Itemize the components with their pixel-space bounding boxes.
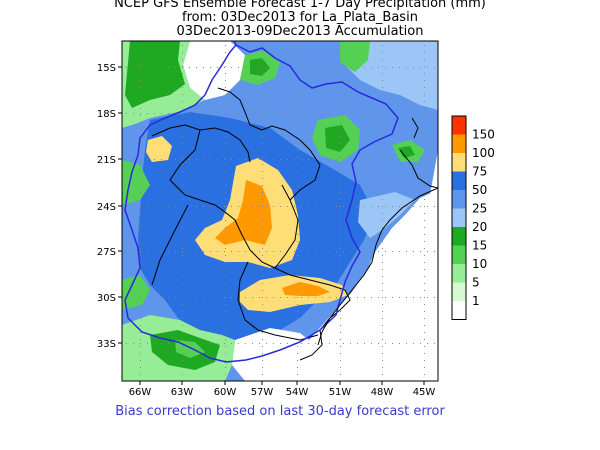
lat-tick-label: 24S — [97, 202, 116, 213]
bias-correction-note: Bias correction based on last 30-day for… — [115, 404, 445, 419]
precipitation-field — [122, 41, 438, 381]
legend-label: 1 — [472, 294, 480, 308]
map-frame — [121, 40, 439, 382]
lon-tick-label: 66W — [129, 387, 152, 398]
green-band-southwest — [122, 275, 150, 310]
coastline — [317, 117, 438, 346]
legend-swatch-below — [452, 301, 466, 320]
legend-label: 10 — [472, 257, 487, 271]
green-patch-east-1-core — [325, 125, 350, 152]
lon-tick-label: 57W — [251, 387, 274, 398]
field-75mm-west — [146, 136, 172, 162]
longitude-axis: 66W 63W 60W 57W 54W 51W 48W 45W — [129, 381, 436, 398]
lat-tick-label: 30S — [97, 293, 116, 304]
legend-swatch — [452, 227, 466, 246]
green-band-ne — [340, 41, 370, 72]
latitude-axis: 15S 18S 21S 24S 27S 30S 33S — [97, 63, 122, 350]
lat-tick-label: 21S — [97, 155, 116, 166]
legend-swatch — [452, 264, 466, 283]
legend-swatch — [452, 208, 466, 227]
legend-swatch — [452, 282, 466, 301]
graticule-dots — [126, 45, 435, 375]
legend-label: 15 — [472, 239, 487, 253]
legend-label: 50 — [472, 183, 487, 197]
lat-tick-label: 27S — [97, 247, 116, 258]
dry-region-east — [330, 150, 438, 381]
basin-outline — [124, 41, 399, 363]
legend-label: 100 — [472, 146, 495, 160]
lon-tick-label: 48W — [371, 387, 394, 398]
green-patch-west — [122, 160, 150, 205]
legend-swatch — [452, 153, 466, 172]
dry-region-north — [183, 41, 245, 100]
legend-swatch — [452, 116, 466, 135]
green-patch-east-2-core — [398, 146, 415, 158]
legend-swatch — [452, 245, 466, 264]
field-100mm-south — [282, 282, 330, 296]
lat-tick-label: 18S — [97, 109, 116, 120]
lon-tick-label: 45W — [413, 387, 436, 398]
color-legend: 150 100 75 50 25 20 15 10 5 1 — [451, 115, 495, 320]
legend-label: 25 — [472, 202, 487, 216]
green-band-north-inner — [125, 41, 185, 108]
legend-label: 20 — [472, 220, 487, 234]
field-20mm-se — [358, 192, 415, 238]
lon-tick-label: 51W — [329, 387, 352, 398]
legend-label: 5 — [472, 276, 480, 290]
lon-tick-label: 63W — [171, 387, 194, 398]
legend-label: 150 — [472, 128, 495, 142]
lon-tick-label: 54W — [286, 387, 309, 398]
legend-swatch — [452, 134, 466, 153]
chart-subtitle-period: 03Dec2013-09Dec2013 Accumulation — [176, 24, 424, 39]
legend-outline — [451, 115, 467, 320]
lat-tick-label: 15S — [97, 63, 116, 74]
legend-label: 75 — [472, 165, 487, 179]
legend-swatch — [452, 171, 466, 190]
lon-tick-label: 60W — [214, 387, 237, 398]
lat-tick-label: 33S — [97, 339, 116, 350]
field-100mm-central — [215, 180, 272, 245]
chart-subtitle-init: from: 03Dec2013 for La_Plata_Basin — [182, 10, 418, 25]
legend-swatch — [452, 190, 466, 209]
dry-region-south — [232, 328, 315, 381]
country-borders — [151, 87, 351, 361]
chart-title: NCEP GFS Ensemble Forecast 1-7 Day Preci… — [114, 0, 486, 11]
